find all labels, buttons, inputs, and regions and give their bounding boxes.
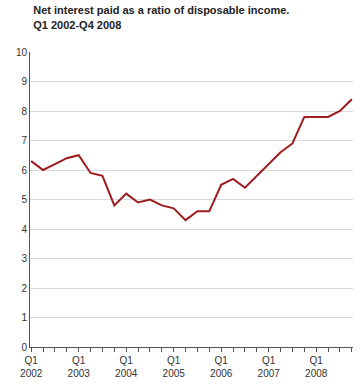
- svg-text:1: 1: [21, 312, 27, 323]
- svg-text:Q12004: Q12004: [115, 355, 138, 379]
- svg-text:Q12005: Q12005: [163, 355, 186, 379]
- svg-text:Q12008: Q12008: [305, 355, 328, 379]
- svg-text:Q12003: Q12003: [68, 355, 91, 379]
- svg-text:4: 4: [21, 224, 27, 235]
- svg-text:2: 2: [21, 283, 27, 294]
- svg-text:9: 9: [21, 76, 27, 87]
- svg-text:5: 5: [21, 194, 27, 205]
- svg-text:6: 6: [21, 165, 27, 176]
- svg-text:8: 8: [21, 106, 27, 117]
- svg-text:7: 7: [21, 135, 27, 146]
- svg-text:3: 3: [21, 253, 27, 264]
- svg-text:Q12007: Q12007: [258, 355, 281, 379]
- svg-text:Q12002: Q12002: [20, 355, 43, 379]
- svg-text:Net interest paid as a ratio o: Net interest paid as a ratio of disposab…: [33, 4, 289, 30]
- svg-text:0: 0: [21, 342, 27, 353]
- svg-text:Q12006: Q12006: [210, 355, 233, 379]
- svg-text:10: 10: [16, 47, 28, 58]
